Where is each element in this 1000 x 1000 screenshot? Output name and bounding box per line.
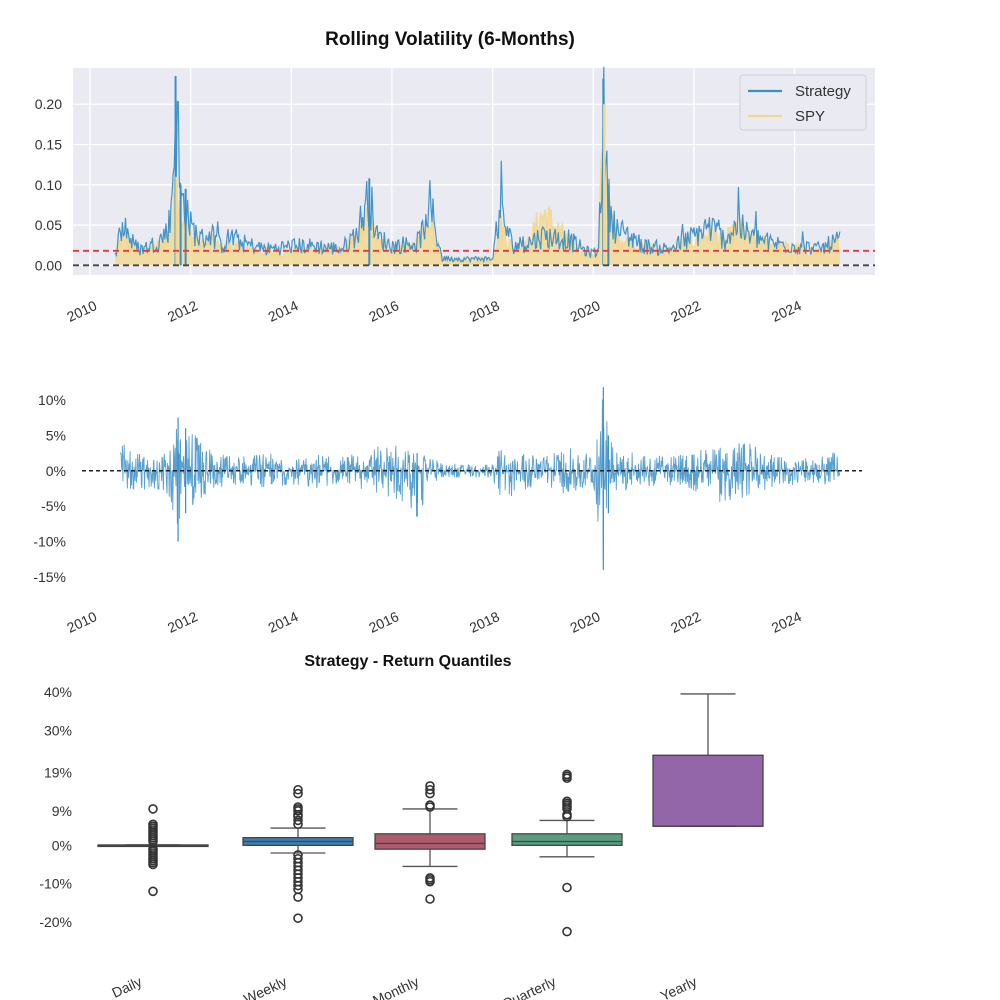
outlier-point — [293, 819, 303, 830]
x-tick-label: 2014 — [266, 608, 301, 636]
box — [652, 754, 764, 827]
x-tick-label: 2014 — [266, 297, 301, 325]
x-tick-label: Yearly — [658, 973, 700, 1000]
chart-title: Strategy - Return Quantiles — [304, 653, 511, 670]
x-tick-label: 2022 — [668, 608, 703, 636]
outlier-point — [425, 894, 435, 904]
y-tick-label: 30% — [44, 722, 72, 738]
x-tick-label: Weekly — [241, 973, 289, 1000]
box-quarterly: Quarterly — [499, 769, 623, 1000]
outlier-point — [293, 913, 303, 923]
outlier-point — [562, 882, 572, 893]
outlier-point — [425, 784, 435, 795]
box — [511, 833, 623, 846]
outlier-point — [148, 804, 158, 814]
legend-label: Strategy — [795, 83, 851, 100]
outlier-point — [293, 784, 303, 795]
outlier-point — [425, 876, 435, 887]
rolling-volatility-chart: Rolling Volatility (6-Months) 0.00 0.05 0.… — [35, 29, 875, 325]
y-tick-label: 0% — [52, 837, 72, 853]
x-tick-label: 2024 — [769, 297, 804, 325]
y-tick-label: 19% — [44, 765, 72, 781]
outlier-point — [293, 892, 303, 902]
outlier-point — [293, 880, 303, 891]
box-monthly: Monthly — [370, 781, 486, 1000]
x-tick-label: 2010 — [64, 297, 99, 325]
x-tick-label: 2022 — [668, 297, 703, 325]
outlier-point — [148, 859, 158, 870]
y-tick-label: -5% — [41, 498, 66, 514]
y-tick-label: 0.10 — [35, 177, 62, 193]
x-tick-label: 2016 — [366, 297, 401, 325]
return-quantiles-chart: Strategy - Return Quantiles 40% 30% 19% 9% 0… — [39, 653, 764, 1000]
box — [374, 833, 486, 850]
box-weekly: Weekly — [241, 784, 354, 1000]
outlier-point — [562, 926, 572, 937]
legend-label: SPY — [795, 108, 825, 125]
y-tick-label: 0% — [46, 463, 66, 479]
outlier-point — [148, 886, 158, 897]
box-yearly: Yearly — [652, 693, 764, 1000]
x-tick-label: 2012 — [165, 608, 200, 636]
y-tick-label: 0.15 — [35, 137, 62, 153]
y-tick-label: 0.20 — [35, 96, 62, 112]
outlier-point — [293, 788, 303, 799]
y-tick-label: 40% — [44, 684, 72, 700]
y-tick-label: -10% — [33, 534, 66, 550]
chart-title: Rolling Volatility (6-Months) — [325, 29, 575, 50]
x-tick-label: 2020 — [568, 297, 603, 325]
x-tick-label: 2024 — [769, 608, 804, 636]
outlier-point — [562, 773, 572, 784]
box-daily: Daily — [97, 804, 209, 1000]
outlier-point — [293, 815, 303, 826]
y-tick-label: 5% — [46, 427, 66, 443]
x-tick-label: 2016 — [366, 608, 401, 636]
y-tick-label: 0.00 — [35, 257, 62, 273]
outlier-point — [425, 788, 435, 799]
y-tick-label: 9% — [52, 803, 72, 819]
x-tick-label: Daily — [109, 973, 144, 1000]
x-tick-label: 2012 — [165, 297, 200, 325]
y-tick-label: -20% — [39, 914, 72, 930]
strategy-line — [114, 66, 841, 264]
returns-line — [119, 399, 841, 561]
outlier-point — [562, 811, 572, 822]
daily-returns-chart: 10% 5% 0% -5% -10% -15% 2010 2012 2014 2016 2018 20… — [33, 387, 862, 636]
y-tick-label: -10% — [39, 876, 72, 892]
x-tick-label: 2020 — [568, 608, 603, 636]
x-tick-label: Monthly — [370, 973, 421, 1000]
y-tick-label: 0.05 — [35, 217, 62, 233]
x-tick-label: Quarterly — [499, 973, 558, 1000]
y-tick-label: -15% — [33, 569, 66, 585]
legend: Strategy SPY — [739, 74, 867, 131]
x-tick-label: 2018 — [467, 297, 502, 325]
outlier-point — [293, 806, 303, 816]
x-tick-label: 2010 — [64, 608, 99, 636]
x-tick-label: 2018 — [467, 608, 502, 636]
outlier-point — [425, 802, 435, 812]
y-tick-label: 10% — [38, 392, 66, 408]
